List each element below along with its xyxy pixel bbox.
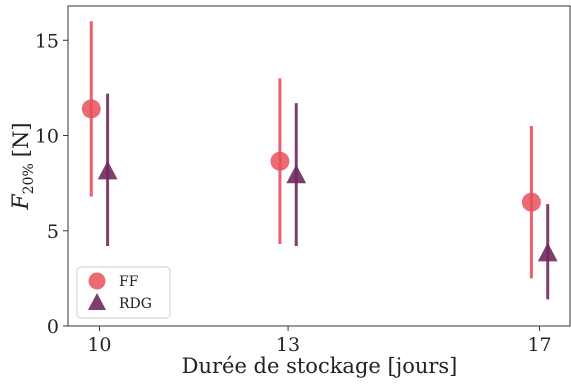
y-axis-label-unit: [N]	[9, 122, 33, 157]
point-ff	[521, 192, 541, 212]
y-axis-label-subscript: 20%	[21, 163, 37, 194]
x-tick-label: 13	[276, 334, 300, 356]
y-tick-label: 10	[35, 126, 59, 148]
x-axis-label: Durée de stockage [jours]	[182, 354, 458, 378]
legend-marker-ff	[88, 272, 106, 290]
legend-marker-rdg	[88, 293, 106, 310]
chart-marks	[81, 21, 558, 300]
plot-frame	[67, 5, 571, 327]
point-ff	[81, 99, 101, 119]
y-tick-label: 15	[35, 30, 59, 52]
point-rdg	[537, 242, 558, 262]
x-tick-label: 10	[87, 334, 111, 356]
y-axis-label-main: F	[9, 194, 34, 211]
point-ff	[270, 151, 290, 171]
point-rdg	[286, 164, 307, 184]
y-tick-label: 0	[47, 316, 59, 338]
legend: FF RDG	[76, 266, 171, 319]
x-tick-label: 17	[527, 334, 551, 356]
y-axis-label: F20% [N]	[9, 122, 37, 210]
legend-label-rdg: RDG	[119, 296, 152, 312]
y-tick-label: 5	[47, 221, 59, 243]
point-rdg	[97, 160, 118, 180]
legend-label-ff: FF	[119, 274, 139, 290]
x-axis-ticks: 10 13 17	[87, 326, 552, 356]
y-axis-ticks: 0 5 10 15	[35, 30, 68, 338]
